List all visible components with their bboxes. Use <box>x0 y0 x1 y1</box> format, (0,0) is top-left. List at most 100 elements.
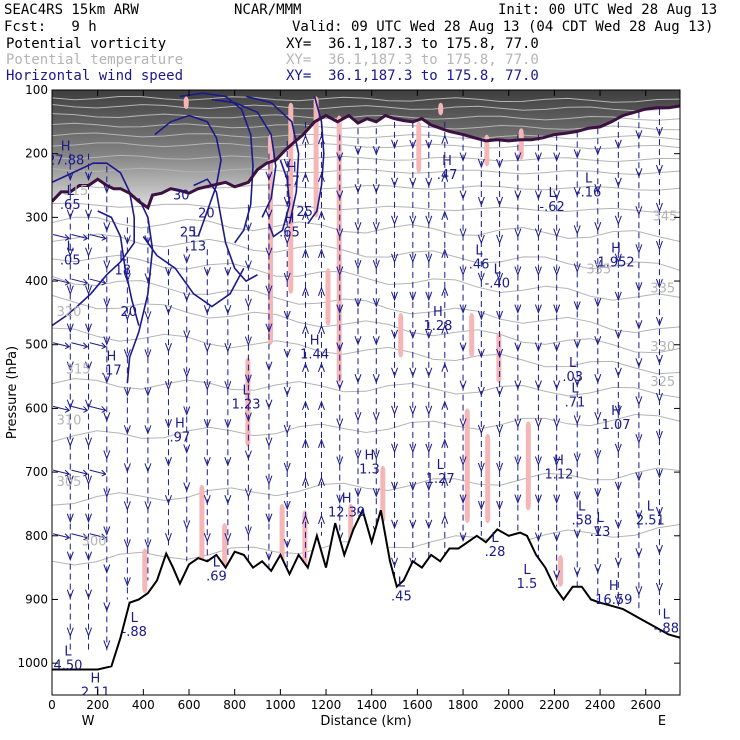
vector-arrowhead <box>635 130 643 140</box>
vector-arrowhead <box>594 260 602 270</box>
vector-arrowhead <box>441 210 449 221</box>
extremum-value: .65 <box>279 225 300 240</box>
wind-speed-contours <box>52 92 325 383</box>
theta-label: 325 <box>650 375 675 390</box>
vector-arrowhead <box>103 602 111 612</box>
vector-arrowhead <box>573 263 581 273</box>
vector-arrowhead <box>614 253 622 264</box>
vector-arrowhead <box>496 386 504 397</box>
vector-arrowhead <box>283 462 291 473</box>
vector-arrowhead <box>85 323 93 334</box>
vector-arrowhead <box>144 463 152 473</box>
extremum-value: -.88 <box>654 622 679 637</box>
extremum-marker: L <box>494 262 502 277</box>
vector-arrowhead <box>66 475 74 486</box>
vector-arrowhead <box>318 400 325 411</box>
theta-line <box>52 327 680 375</box>
vector-arrowhead <box>283 196 291 207</box>
extremum-marker: L <box>64 645 72 660</box>
extremum-value: .65 <box>60 198 81 213</box>
vector-arrowhead <box>514 494 522 505</box>
theta-line <box>52 378 680 399</box>
vector-arrowhead <box>83 469 89 477</box>
theta-label: 320 <box>57 305 82 320</box>
vector-arrowhead <box>635 434 643 444</box>
vector-arrowhead <box>425 253 433 264</box>
vector-arrowhead <box>66 361 74 372</box>
vector-arrowhead <box>336 342 344 353</box>
vector-arrowhead <box>635 396 643 406</box>
vector-arrowhead <box>336 380 344 391</box>
extremum-value: 4.50 <box>54 659 83 674</box>
vector-shaft <box>89 278 106 284</box>
vector-arrowhead <box>514 190 522 201</box>
vector-shaft <box>71 405 88 411</box>
vector-arrowhead <box>425 519 433 530</box>
vector-arrowhead <box>302 210 309 221</box>
vector-arrowhead <box>265 361 273 372</box>
vector-arrowhead <box>372 184 380 194</box>
y-tick-label: 900 <box>25 592 48 606</box>
vector-arrowhead <box>265 209 273 220</box>
vector-arrowhead <box>635 358 643 368</box>
vector-arrowhead <box>573 453 581 463</box>
vector-arrowhead <box>534 228 542 239</box>
west-end-label: W <box>82 714 95 729</box>
theta-line <box>52 294 680 354</box>
vector-arrowhead <box>103 450 111 460</box>
vector-arrowhead <box>655 544 663 555</box>
pv-patch <box>199 484 205 562</box>
vector-arrowhead <box>441 476 449 487</box>
x-tick-label: 2200 <box>539 698 570 712</box>
extremum-value: 16.59 <box>595 593 632 608</box>
vector-arrowhead <box>101 278 107 286</box>
pv-patch <box>416 121 422 173</box>
extremum-value: 12.39 <box>328 506 365 521</box>
vector-shaft <box>53 278 70 284</box>
pv-patch <box>398 312 404 358</box>
vector-arrowhead <box>594 374 602 384</box>
vector-arrowhead <box>203 533 211 543</box>
vector-arrowhead <box>553 228 561 239</box>
theta-line <box>52 467 680 506</box>
vector-arrowhead <box>144 235 152 245</box>
field-1-xy: XY= 36.1,187.3 to 175.8, 77.0 <box>286 36 539 52</box>
vector-arrowhead <box>103 260 111 270</box>
extremum-value: 2.51 <box>636 513 665 528</box>
vector-shaft <box>71 469 88 475</box>
y-tick-label: 800 <box>25 529 48 543</box>
vector-arrowhead <box>123 577 131 587</box>
vector-arrowhead <box>459 304 467 315</box>
vector-arrowhead <box>318 514 325 525</box>
vector-arrowhead <box>553 190 561 201</box>
vector-arrowhead <box>302 400 309 411</box>
vector-arrowhead <box>477 196 485 207</box>
theta-line <box>52 254 680 301</box>
vector-arrowhead <box>354 488 362 498</box>
terrain-fill <box>52 510 680 695</box>
vector-shaft <box>71 533 88 539</box>
vector-arrowhead <box>391 329 399 340</box>
vector-arrowhead <box>164 495 172 505</box>
extremum-marker: L <box>596 511 604 526</box>
vector-arrowhead <box>66 627 74 638</box>
vector-arrowhead <box>655 126 663 137</box>
x-tick-label: 1000 <box>265 698 296 712</box>
extremum-marker: H <box>287 161 297 176</box>
pv-patch <box>325 268 331 326</box>
vector-arrowhead <box>164 343 172 353</box>
pv-patch <box>518 128 524 160</box>
vector-arrowhead <box>635 548 643 558</box>
vector-arrowhead <box>66 437 74 448</box>
extremum-value: .45 <box>391 590 412 605</box>
vector-arrowhead <box>514 228 522 239</box>
vector-arrowhead <box>573 225 581 235</box>
vector-arrowhead <box>66 285 74 296</box>
vector-arrowhead <box>441 400 449 411</box>
y-tick-label: 600 <box>25 401 48 415</box>
extremum-value: .13 <box>590 525 611 540</box>
theta-line <box>52 95 680 103</box>
wind-label: 25 <box>296 205 313 220</box>
vector-arrowhead <box>83 342 89 350</box>
vector-arrowhead <box>635 282 643 292</box>
